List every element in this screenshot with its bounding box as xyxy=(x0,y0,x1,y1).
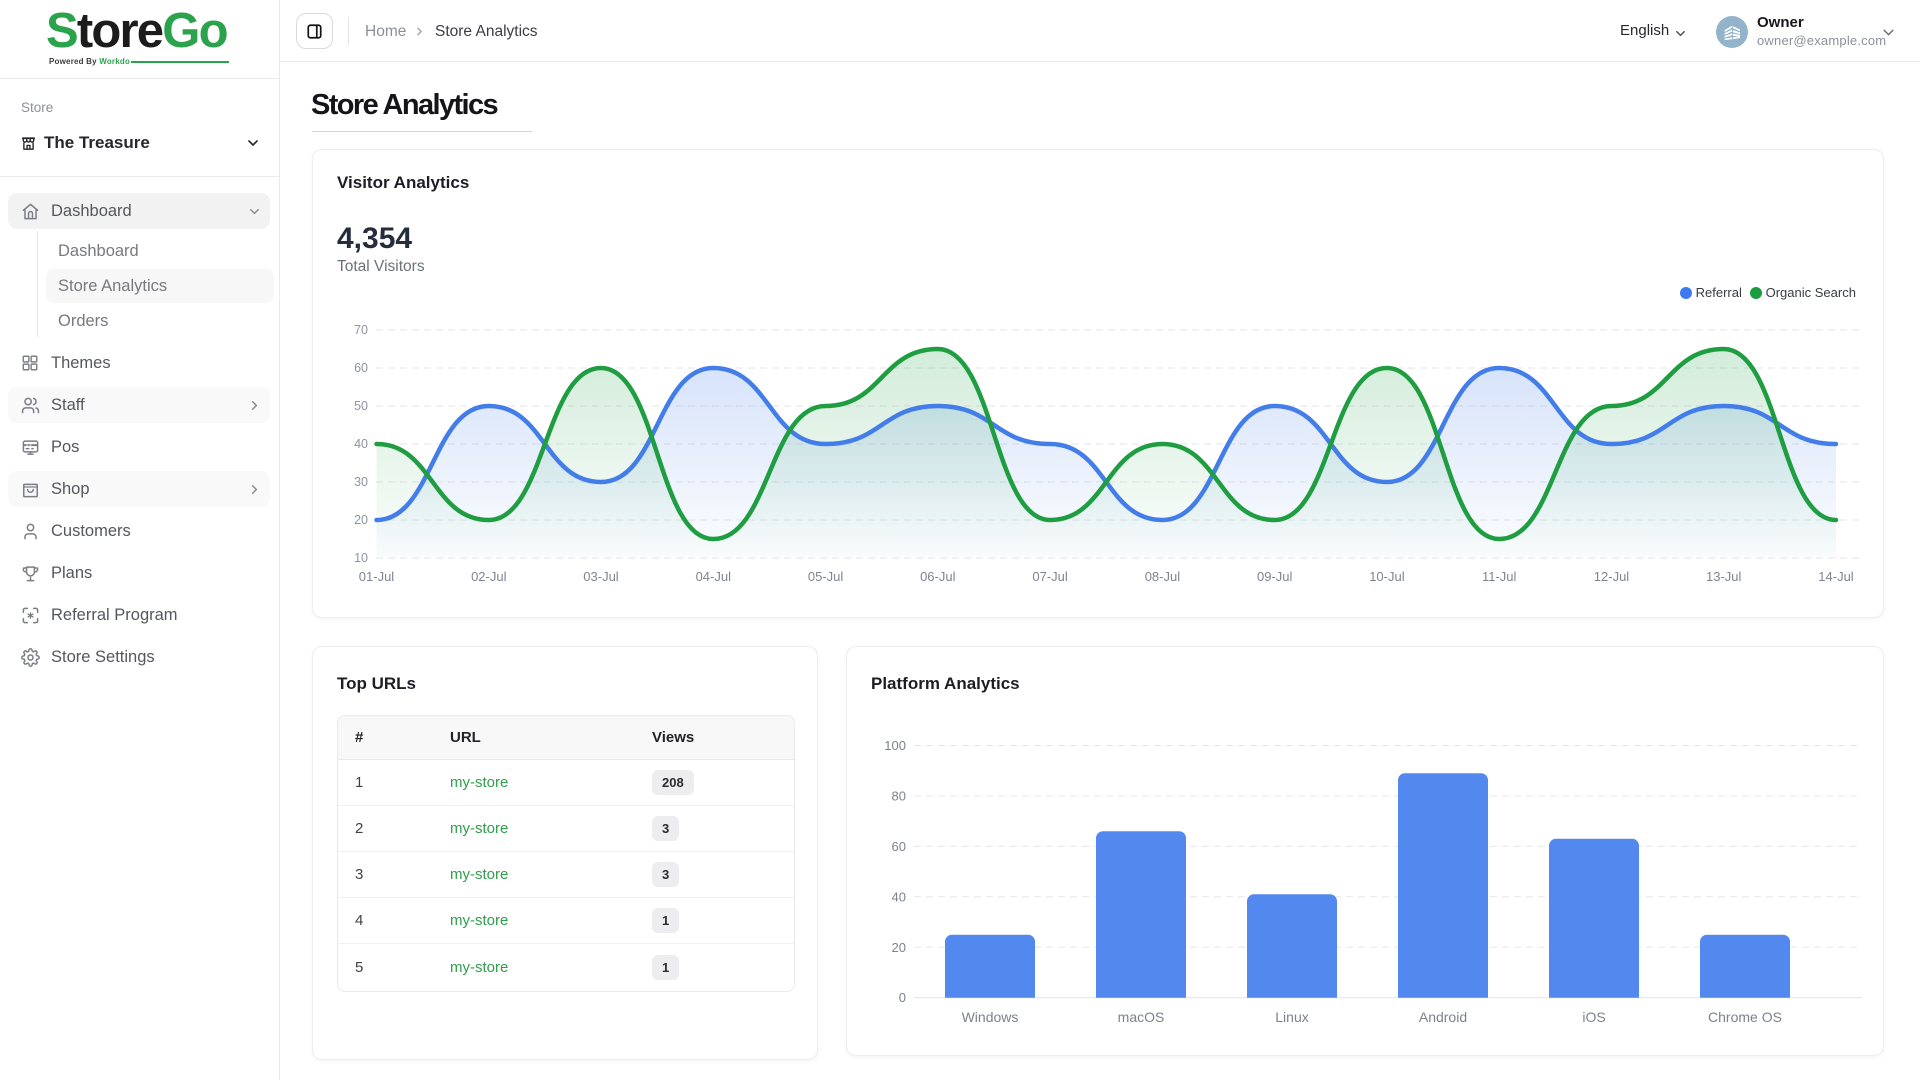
svg-text:Android: Android xyxy=(1419,1009,1467,1025)
svg-text:40: 40 xyxy=(892,889,906,904)
svg-text:03-Jul: 03-Jul xyxy=(583,569,619,584)
svg-text:Windows: Windows xyxy=(962,1009,1019,1025)
svg-text:70: 70 xyxy=(354,323,368,337)
svg-text:04-Jul: 04-Jul xyxy=(696,569,732,584)
svg-text:05-Jul: 05-Jul xyxy=(808,569,844,584)
svg-text:20: 20 xyxy=(354,513,368,527)
svg-text:60: 60 xyxy=(892,839,906,854)
svg-text:60: 60 xyxy=(354,361,368,375)
svg-text:11-Jul: 11-Jul xyxy=(1482,569,1517,584)
svg-text:02-Jul: 02-Jul xyxy=(471,569,507,584)
svg-text:Chrome OS: Chrome OS xyxy=(1708,1009,1782,1025)
svg-text:0: 0 xyxy=(899,990,906,1005)
svg-text:09-Jul: 09-Jul xyxy=(1257,569,1293,584)
svg-text:10-Jul: 10-Jul xyxy=(1369,569,1405,584)
svg-text:macOS: macOS xyxy=(1118,1009,1165,1025)
svg-text:01-Jul: 01-Jul xyxy=(359,569,395,584)
svg-text:Linux: Linux xyxy=(1275,1009,1308,1025)
svg-text:14-Jul: 14-Jul xyxy=(1818,569,1854,584)
svg-text:20: 20 xyxy=(892,940,906,955)
svg-text:13-Jul: 13-Jul xyxy=(1706,569,1742,584)
svg-text:iOS: iOS xyxy=(1582,1009,1605,1025)
svg-text:100: 100 xyxy=(884,738,906,753)
svg-text:08-Jul: 08-Jul xyxy=(1145,569,1181,584)
svg-text:10: 10 xyxy=(354,551,368,565)
svg-text:06-Jul: 06-Jul xyxy=(920,569,956,584)
svg-text:30: 30 xyxy=(354,475,368,489)
svg-text:12-Jul: 12-Jul xyxy=(1594,569,1630,584)
svg-text:07-Jul: 07-Jul xyxy=(1032,569,1068,584)
svg-text:40: 40 xyxy=(354,437,368,451)
svg-text:50: 50 xyxy=(354,399,368,413)
svg-text:80: 80 xyxy=(892,788,906,803)
